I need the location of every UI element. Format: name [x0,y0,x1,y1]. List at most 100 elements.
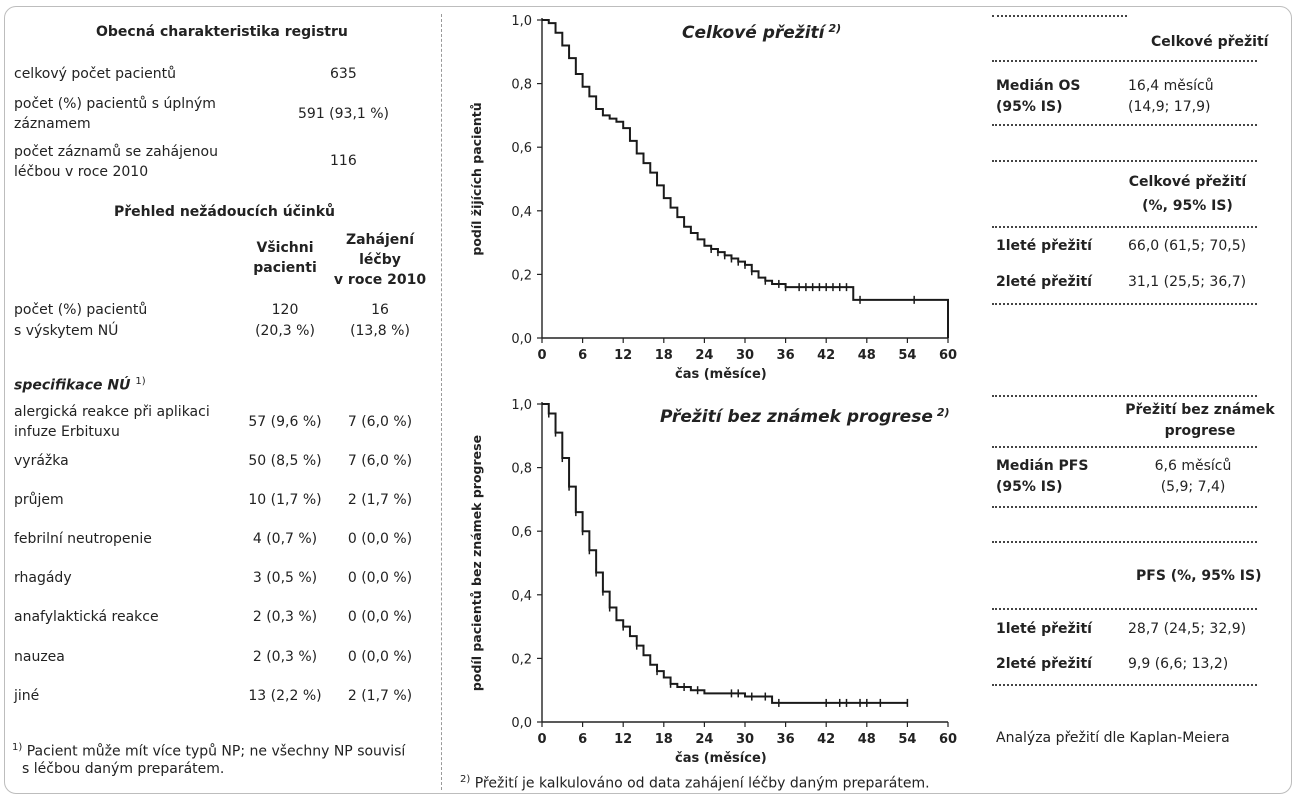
ae-count-col2: 16 [371,302,389,318]
x-tick-label: 6 [578,348,587,363]
ae-col1-header: Všichni [256,240,314,256]
ae-row-col1: 13 (2,2 %) [248,688,322,704]
ae-row-col2: 7 (6,0 %) [347,414,413,430]
ae-col2-header: v roce 2010 [333,272,427,288]
x-tick-label: 42 [817,732,835,747]
pfs-chart: 0,0 0,2 0,4 0,6 0,8 1,0 0 6 12 18 24 30 36 42 48 54 60 ča… [469,398,957,766]
ae-col1-header: pacienti [253,260,317,276]
chart-title-sup: 2) [937,406,950,419]
os-median-label: Medián OS [996,78,1081,94]
ae-row-label: nauzea [14,649,65,665]
y-tick-label: 0,0 [511,332,532,347]
ae-row-col2: 0 (0,0 %) [347,649,413,665]
y-tick-label: 1,0 [511,14,532,29]
ae-row-label: jiné [14,688,40,704]
ae-row-col2: 2 (1,7 %) [347,492,413,508]
ae-count-col1: (20,3 %) [255,323,315,339]
y-tick-label: 0,4 [511,589,532,604]
pfs-rate-label: 1leté přežití [996,621,1092,637]
ae-row-label: vyrážka [14,453,69,469]
os-rate-label: 1leté přežití [996,238,1092,254]
ae-row-col1: 50 (8,5 %) [248,453,322,469]
x-tick-label: 54 [898,348,916,363]
y-tick-label: 0,6 [511,525,532,540]
y-tick-label: 0,0 [511,716,532,731]
x-tick-label: 12 [614,348,632,363]
os-rate-value: 31,1 (25,5; 36,7) [1128,274,1247,290]
pfs-rate-value: 9,9 (6,6; 13,2) [1128,656,1229,672]
ae-row-col2: 0 (0,0 %) [347,609,413,625]
y-tick-label: 0,4 [511,205,532,220]
x-tick-label: 60 [939,348,957,363]
ae-row-col2: 2 (1,7 %) [347,688,413,704]
ae-row-label: alergická reakce při aplikaci [14,404,210,420]
ae-row-label: průjem [14,492,64,508]
x-tick-label: 36 [777,348,795,363]
ae-row-col1: 2 (0,3 %) [252,649,318,665]
registry-row-label: počet (%) pacientů s úplným [14,96,216,112]
x-tick-label: 18 [655,348,673,363]
x-tick-label: 12 [614,732,632,747]
pfs-median-label: (95% IS) [996,479,1063,495]
registry-row-value: 116 [330,153,357,169]
dotted-rule [992,303,1257,305]
dotted-rule [992,506,1257,508]
km-note: Analýza přežití dle Kaplan-Meiera [996,730,1230,746]
chart-title: Celkové přežití 2) [682,22,841,43]
x-tick-label: 24 [695,732,713,747]
x-tick-label: 42 [817,348,835,363]
ae-count-label: počet (%) pacientů [14,302,148,318]
os-median-value: 16,4 měsíců [1128,78,1214,94]
os-summary-title: Celkové přežití [1151,34,1269,50]
pfs-median-label: Medián PFS [996,458,1089,474]
pfs-rate-label: 2leté přežití [996,656,1092,672]
x-tick-label: 36 [777,732,795,747]
column-divider [441,14,442,790]
ae-count-col2: (13,8 %) [350,323,410,339]
pfs-median-value: 6,6 měsíců [1154,458,1232,474]
y-tick-label: 0,2 [511,268,532,283]
registry-row-label: počet záznamů se zahájenou [14,144,218,160]
x-tick-label: 0 [537,732,546,747]
os-median-value: (14,9; 17,9) [1128,99,1211,115]
ae-row-label: rhagády [14,570,72,586]
registry-row-label: celkový počet pacientů [14,66,176,82]
chart-title: Přežití bez známek progrese 2) [660,406,950,427]
ae-row-label: febrilní neutropenie [14,531,152,547]
ae-count-label: s výskytem NÚ [14,323,119,339]
ae-col2-header: léčby [359,252,401,268]
os-chart: 0,0 0,2 0,4 0,6 0,8 1,0 0 6 12 18 24 30 36 42 48 54 60 ča… [469,14,957,382]
ae-row-col1: 57 (9,6 %) [248,414,322,430]
ae-row-col1: 10 (1,7 %) [248,492,322,508]
ae-row-col1: 4 (0,7 %) [252,531,318,547]
x-tick-label: 24 [695,348,713,363]
ae-col2-header: Zahájení [345,232,415,248]
figure-frame [4,6,1292,794]
pfs-rate-title: PFS (%, 95% IS) [1136,568,1262,584]
pfs-summary-title: progrese [1164,423,1236,439]
pfs-median-value: (5,9; 7,4) [1160,479,1226,495]
dotted-rule [992,60,1257,62]
os-rate-title: (%, 95% IS) [1142,198,1233,214]
x-tick-label: 54 [898,732,916,747]
dotted-rule [992,124,1257,126]
os-rate-value: 66,0 (61,5; 70,5) [1128,238,1247,254]
dotted-rule [992,395,1257,397]
x-tick-label: 18 [655,732,673,747]
ae-spec-title: specifikace NÚ 1) [14,376,146,394]
chart-title-sup: 2) [829,22,842,35]
y-tick-label: 0,2 [511,652,532,667]
dotted-rule [992,226,1257,228]
ae-row-col2: 7 (6,0 %) [347,453,413,469]
os-rate-title: Celkové přežití [1128,174,1247,190]
dotted-rule [992,684,1257,686]
ae-row-label: anafylaktická reakce [14,609,159,625]
y-tick-label: 0,6 [511,141,532,156]
dotted-rule [992,541,1257,543]
registry-row-value: 635 [330,66,357,82]
x-tick-label: 30 [736,348,754,363]
ae-count-col1: 120 [271,302,299,318]
ae-row-col2: 0 (0,0 %) [347,531,413,547]
ae-row-col2: 0 (0,0 %) [347,570,413,586]
pfs-summary-title: Přežití bez známek [1125,402,1275,418]
